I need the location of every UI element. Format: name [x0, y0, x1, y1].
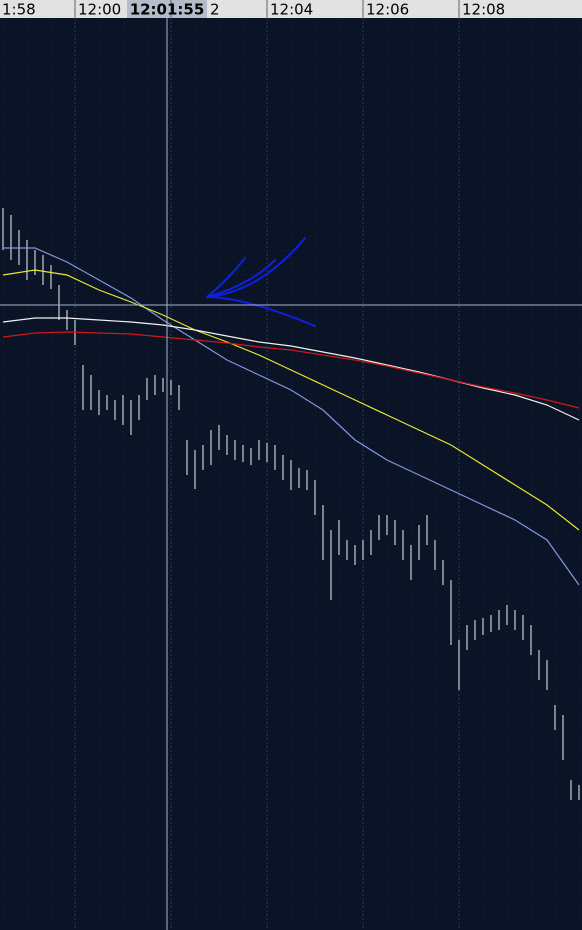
arrow-stroke [206, 259, 276, 298]
moving-average [3, 247, 580, 586]
moving-average [2, 269, 580, 531]
arrow-stroke [206, 296, 316, 327]
crosshair-label: 12:01:55 [130, 1, 205, 19]
x-tick-label: 12:06 [366, 1, 409, 19]
x-tick-label: 12:00 [78, 1, 121, 19]
crosshair-label-box [127, 0, 207, 18]
x-tick-label: 2 [210, 1, 220, 19]
grid-layer [74, 18, 460, 930]
moving-average [2, 317, 580, 421]
arrow-stroke [206, 237, 306, 298]
hand-drawn-arrow [206, 237, 316, 327]
marks-layer [2, 208, 580, 800]
arrow-stroke [206, 257, 246, 298]
moving-average [2, 331, 580, 409]
crosshair-layer [0, 18, 582, 930]
x-tick-label: 12:08 [462, 1, 505, 19]
x-tick-label: 12:04 [270, 1, 313, 19]
x-tick-label: 1:58 [2, 1, 36, 19]
time-axis: 1:58 12:00 2 12:04 12:06 12:08 12:01:55 [2, 0, 505, 19]
